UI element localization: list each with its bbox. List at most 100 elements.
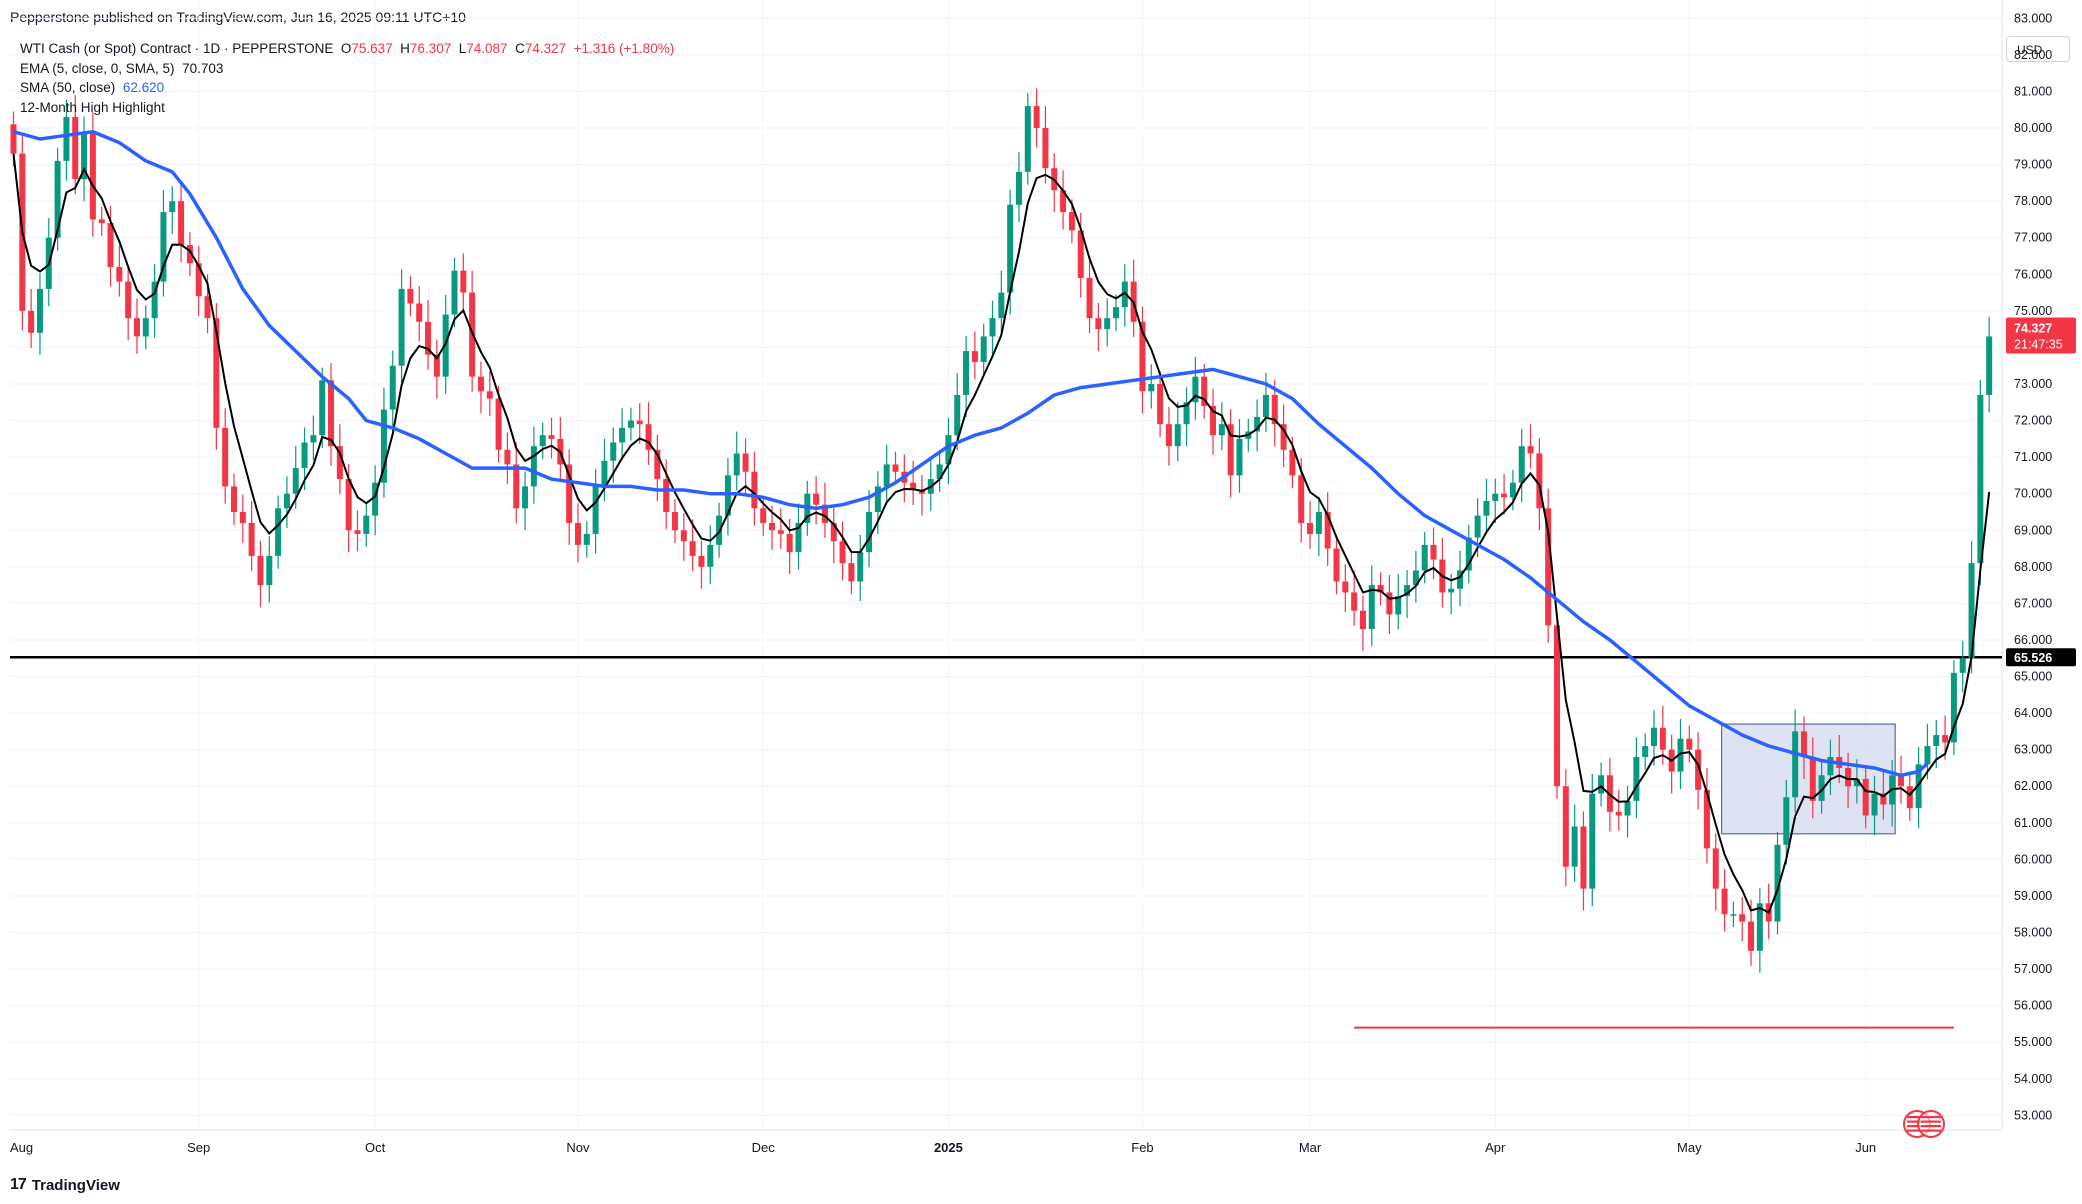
candle-body	[1977, 394, 1984, 564]
candle-body	[1060, 190, 1067, 213]
candle-body	[936, 464, 943, 480]
x-tick-label: Feb	[1131, 1140, 1153, 1155]
candle-body	[1333, 548, 1340, 582]
candle-body	[892, 464, 899, 472]
y-tick-label: 53.000	[2014, 1108, 2052, 1122]
candle-body	[1968, 563, 1975, 659]
y-tick-label: 81.000	[2014, 84, 2052, 98]
change-value: +1.316 (+1.80%)	[573, 41, 675, 56]
candle-body	[724, 475, 731, 516]
candle-body	[1307, 522, 1314, 534]
candle-body	[874, 486, 881, 512]
candle-body	[1800, 731, 1807, 757]
candle-body	[336, 446, 343, 480]
candle-body	[830, 522, 837, 542]
candle-body	[345, 479, 352, 531]
candle-body	[583, 533, 590, 545]
candle-body	[1042, 127, 1049, 169]
candle-body	[1210, 405, 1217, 436]
candle-body	[451, 270, 458, 315]
candle-body	[1580, 826, 1587, 889]
candle-body	[1121, 281, 1128, 308]
candle-body	[522, 486, 529, 509]
tradingview-logo-icon: 17	[10, 1176, 27, 1193]
candle-body	[81, 131, 88, 180]
x-tick-label: Oct	[365, 1140, 386, 1155]
candle-body	[1139, 321, 1146, 392]
support-price-tag	[2006, 648, 2076, 667]
candle-body	[619, 427, 626, 443]
candle-body	[1959, 658, 1966, 673]
candle-body	[231, 486, 237, 512]
legend-sma-row[interactable]: SMA (50, close) 62.620	[20, 78, 674, 98]
candle-body	[530, 446, 537, 487]
candle-body	[1492, 493, 1499, 502]
candle-body	[998, 292, 1005, 319]
x-tick-label: Sep	[187, 1140, 210, 1155]
candle-body	[1792, 731, 1799, 798]
candle-body	[1871, 793, 1878, 816]
candle-body	[1280, 424, 1287, 450]
candle-body	[574, 522, 581, 545]
candle-body	[389, 365, 396, 410]
candle-body	[751, 471, 758, 509]
tradingview-brand: TradingView	[31, 1176, 120, 1194]
y-tick-label: 59.000	[2014, 889, 2052, 903]
candle-body	[1086, 277, 1093, 319]
candle-body	[372, 482, 379, 516]
y-tick-label: 83.000	[2014, 11, 2052, 25]
candle-body	[328, 380, 335, 447]
currency-selector[interactable]: USD	[2006, 36, 2070, 62]
y-tick-label: 82.000	[2014, 48, 2052, 62]
y-tick-label: 55.000	[2014, 1035, 2052, 1049]
candle-body	[1113, 307, 1119, 319]
candle-body	[1677, 738, 1684, 772]
candle-body	[1183, 402, 1190, 425]
candle-body	[963, 351, 970, 395]
candle-body	[28, 310, 35, 333]
candle-body	[1915, 764, 1922, 809]
legend-ema-row[interactable]: EMA (5, close, 0, SMA, 5) 70.703	[20, 59, 674, 79]
candle-body	[1642, 746, 1649, 757]
candle-body	[1624, 800, 1631, 816]
y-tick-label: 73.000	[2014, 377, 2052, 391]
candle-body	[945, 435, 952, 465]
candle-body	[36, 288, 43, 333]
candle-body	[777, 530, 784, 534]
candle-body	[918, 490, 925, 494]
candle-body	[1377, 585, 1384, 593]
candle-body	[1157, 383, 1164, 425]
candle-body	[1165, 424, 1172, 447]
candle-body	[539, 435, 546, 447]
candle-body	[363, 515, 370, 534]
candle-body	[442, 314, 449, 377]
candle-body	[1174, 424, 1181, 447]
candle-body	[186, 245, 193, 264]
countdown-label: 21:47:35	[2014, 337, 2063, 351]
candle-body	[813, 493, 820, 505]
y-tick-label: 69.000	[2014, 523, 2052, 537]
close-label: C	[515, 41, 525, 56]
candle-body	[195, 263, 202, 297]
candle-body	[107, 223, 114, 267]
candle-body	[1201, 376, 1208, 406]
candle-body	[1730, 914, 1737, 916]
candle-body	[1430, 544, 1437, 560]
candle-body	[63, 117, 70, 161]
candle-body	[1853, 778, 1860, 787]
candle-body	[663, 479, 670, 512]
candle-body	[1756, 903, 1763, 951]
support-price-label: 65.526	[2014, 651, 2052, 665]
candle-body	[1518, 446, 1525, 483]
candle-body	[1501, 493, 1508, 498]
candle-body	[883, 464, 890, 487]
candle-body	[292, 468, 299, 494]
y-tick-label: 77.000	[2014, 231, 2052, 245]
legend-highlight-row[interactable]: 12-Month High Highlight	[20, 98, 674, 118]
candle-body	[1342, 581, 1349, 593]
legend-symbol-row[interactable]: WTI Cash (or Spot) Contract · 1D · PEPPE…	[20, 39, 674, 59]
candle-body	[1933, 735, 1940, 747]
candle-body	[1386, 592, 1393, 615]
candle-body	[10, 124, 17, 154]
